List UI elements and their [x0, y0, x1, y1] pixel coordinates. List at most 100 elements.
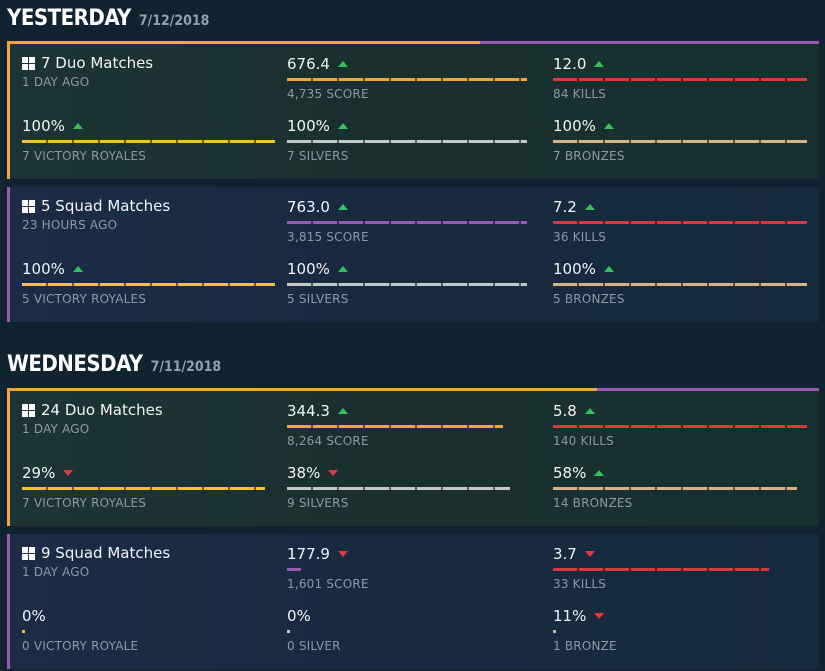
stat-value-row: 100%	[22, 259, 275, 279]
trend-up-icon	[337, 61, 348, 67]
bronze-stat: 100% 7 BRONZES	[553, 116, 807, 163]
card-title-block: 24 Duo Matches 1 DAY AGO	[22, 401, 163, 436]
card-title-block: 9 Squad Matches 1 DAY AGO	[22, 544, 170, 579]
stat-label: 7 VICTORY ROYALES	[22, 496, 147, 510]
match-card-duo[interactable]: 24 Duo Matches 1 DAY AGO 344.3 8,264 SCORE 5…	[7, 391, 819, 526]
day-header-yesterday: YESTERDAY 7/12/2018	[7, 6, 209, 31]
progress-bar	[553, 487, 797, 490]
trend-down-icon	[337, 551, 348, 557]
trend-down-icon	[584, 551, 595, 557]
stat-value: 177.9	[287, 545, 330, 563]
stat-label: 36 KILLS	[553, 230, 607, 244]
win-rate-stat: 29% 7 VICTORY ROYALES	[22, 463, 275, 510]
stat-label: 14 BRONZES	[553, 496, 633, 510]
stat-label: 7 BRONZES	[553, 149, 625, 163]
progress-bar	[553, 630, 556, 633]
bronze-stat: 100% 5 BRONZES	[553, 259, 807, 306]
win-rate-stat: 0% 0 VICTORY ROYALE	[22, 606, 275, 653]
stat-value: 58%	[553, 464, 587, 482]
progress-bar	[287, 425, 503, 428]
progress-bar	[22, 487, 265, 490]
windows-icon	[22, 403, 35, 417]
progress-bar	[287, 568, 301, 571]
stat-label: 0 SILVER	[287, 639, 341, 653]
trend-up-icon	[584, 408, 595, 414]
progress-bar	[287, 630, 290, 633]
silver-stat: 100% 7 SILVERS	[287, 116, 527, 163]
stat-value-row: 344.3	[287, 401, 527, 421]
trend-down-icon	[63, 470, 74, 476]
stat-value: 0%	[22, 607, 46, 625]
stat-label: 33 KILLS	[553, 577, 607, 591]
progress-bar	[553, 140, 807, 143]
progress-bar	[287, 221, 527, 224]
progress-bar	[287, 78, 527, 81]
progress-bar	[553, 78, 807, 81]
stat-value: 676.4	[287, 55, 330, 73]
stat-label: 7 SILVERS	[287, 149, 349, 163]
stat-label: 5 VICTORY ROYALES	[22, 292, 147, 306]
trend-up-icon	[337, 266, 348, 272]
stat-value-row: 5.8	[553, 401, 807, 421]
trend-up-icon	[603, 123, 614, 129]
stat-value-row: 7.2	[553, 197, 807, 217]
stat-value-row: 0%	[287, 606, 527, 626]
stat-value: 100%	[22, 117, 65, 135]
stat-label: 140 KILLS	[553, 434, 614, 448]
mode-split-bar	[7, 41, 819, 44]
stat-label: 1 BRONZE	[553, 639, 617, 653]
stat-value-row: 100%	[553, 259, 807, 279]
trend-up-icon	[594, 470, 605, 476]
stat-value: 100%	[287, 260, 330, 278]
match-title: 5 Squad Matches	[41, 197, 171, 215]
progress-bar	[553, 283, 807, 286]
stat-value-row: 100%	[287, 259, 527, 279]
progress-bar	[553, 425, 807, 428]
day-title: WEDNESDAY	[7, 352, 143, 377]
match-card-duo[interactable]: 7 Duo Matches 1 DAY AGO 676.4 4,735 SCORE 12…	[7, 44, 819, 179]
trend-up-icon	[594, 61, 605, 67]
stat-value-row: 100%	[22, 116, 275, 136]
kd-stat: 5.8 140 KILLS	[553, 401, 807, 448]
progress-bar	[287, 487, 510, 490]
progress-bar	[553, 568, 769, 571]
progress-bar	[553, 221, 807, 224]
stat-value-row: 0%	[22, 606, 275, 626]
match-title: 7 Duo Matches	[41, 54, 154, 72]
day-date: 7/12/2018	[138, 13, 210, 29]
stat-value-row: 100%	[553, 116, 807, 136]
trend-up-icon	[584, 204, 595, 210]
card-title-block: 7 Duo Matches 1 DAY AGO	[22, 54, 153, 89]
stat-value-row: 763.0	[287, 197, 527, 217]
stat-label: 8,264 SCORE	[287, 434, 369, 448]
stat-value: 29%	[22, 464, 56, 482]
trend-up-icon	[337, 123, 348, 129]
trend-up-icon	[603, 266, 614, 272]
day-date: 7/11/2018	[150, 359, 222, 375]
stat-value: 344.3	[287, 402, 330, 420]
stat-label: 4,735 SCORE	[287, 87, 369, 101]
progress-bar	[22, 140, 275, 143]
match-card-squad[interactable]: 5 Squad Matches 23 HOURS AGO 763.0 3,815 SC…	[7, 187, 819, 322]
stat-value: 100%	[553, 117, 596, 135]
stat-value-row: 100%	[287, 116, 527, 136]
stat-value: 38%	[287, 464, 321, 482]
stat-value: 5.8	[553, 402, 577, 420]
progress-bar	[22, 630, 25, 633]
mode-split-bar	[7, 388, 819, 391]
stat-value-row: 676.4	[287, 54, 527, 74]
stat-value-row: 3.7	[553, 544, 807, 564]
stat-label: 5 BRONZES	[553, 292, 625, 306]
stat-label: 3,815 SCORE	[287, 230, 369, 244]
match-title: 24 Duo Matches	[41, 401, 163, 419]
match-card-squad[interactable]: 9 Squad Matches 1 DAY AGO 177.9 1,601 SCORE…	[7, 534, 819, 669]
card-title-block: 5 Squad Matches 23 HOURS AGO	[22, 197, 170, 232]
day-title: YESTERDAY	[7, 6, 131, 31]
stat-value: 100%	[22, 260, 65, 278]
windows-icon	[22, 546, 35, 560]
match-title: 9 Squad Matches	[41, 544, 171, 562]
trend-up-icon	[337, 204, 348, 210]
stat-value-row: 12.0	[553, 54, 807, 74]
progress-bar	[287, 283, 527, 286]
match-time-ago: 23 HOURS AGO	[22, 218, 118, 232]
